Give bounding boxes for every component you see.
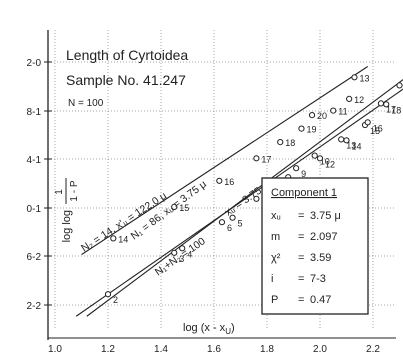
data-point — [229, 214, 236, 221]
data-point — [216, 177, 223, 184]
data-point-label: 16 — [224, 177, 234, 187]
data-point — [338, 136, 345, 143]
sample-size-label: N = 100 — [68, 98, 104, 109]
data-point — [218, 219, 226, 226]
data-point — [298, 125, 305, 132]
data-point — [293, 165, 300, 172]
data-point-label: 2 — [113, 295, 118, 305]
grid-lines — [48, 30, 396, 328]
y-tick-label: 8-1 — [27, 107, 42, 118]
data-point-label: 17 — [261, 154, 271, 164]
component-box-value: 7-3 — [310, 273, 326, 285]
data-point — [171, 249, 178, 256]
data-point-label: 11 — [338, 107, 347, 117]
data-point-label: 9 — [301, 169, 306, 179]
y-tick-label: 2-0 — [27, 58, 42, 69]
x-tick-label: 1.4 — [154, 344, 168, 355]
data-point-label: 4 — [187, 249, 192, 259]
x-tick-label: 1.6 — [207, 344, 221, 355]
component-box-key: xᵤ — [271, 210, 281, 222]
data-point — [364, 119, 371, 126]
series-fit-line — [81, 66, 369, 256]
x-tick-label: 1.2 — [101, 344, 115, 355]
data-point-label: 17 — [386, 104, 396, 114]
data-point-label: 15 — [370, 126, 380, 136]
data-point-label: 19 — [306, 125, 316, 135]
data-point-label: 10 — [320, 157, 330, 167]
component-box-lines: xᵤ = 3.75 μ m = 2.097 χ² = 3.59 i = 7-3 P = 0.47 — [271, 210, 341, 306]
data-point-label: 20 — [317, 111, 327, 121]
component-box-value: 3.75 μ — [310, 210, 341, 222]
y-axis-label-main: log log — [61, 210, 73, 242]
data-point-label: 6 — [227, 223, 232, 233]
data-point — [351, 74, 358, 81]
y-tick-label: 4-1 — [27, 155, 42, 166]
data-point — [110, 235, 117, 242]
component-box-equals: = — [298, 252, 304, 264]
data-point — [104, 291, 112, 298]
data-point-label: 13 — [346, 140, 356, 150]
data-point — [377, 100, 385, 107]
y-axis-label-denominator: 1 - P — [69, 180, 80, 201]
data-point-label: 5 — [238, 219, 243, 229]
data-point-label: 18 — [285, 138, 295, 148]
data-point-label: 14 — [352, 141, 362, 151]
data-point — [346, 95, 353, 103]
data-point — [311, 152, 318, 159]
data-point-label: 12 — [354, 95, 364, 105]
y-axis-label-numerator: 1 — [54, 189, 65, 195]
x-axis-label: log (x - xU) — [183, 322, 235, 336]
y-tick-label: 6-2 — [27, 252, 42, 263]
component-box-value: 3.59 — [310, 252, 331, 264]
component-box-key: m — [271, 231, 280, 243]
component-box-key: i — [271, 273, 273, 285]
component-box-key: χ² — [271, 252, 281, 264]
x-tick-label: 1.8 — [260, 344, 274, 355]
x-tick-label: 1.0 — [48, 344, 62, 355]
component-box-equals: = — [298, 273, 304, 285]
x-tick-label: 2.2 — [366, 344, 380, 355]
component-box-value: 2.097 — [310, 231, 338, 243]
data-point — [396, 82, 403, 89]
component-box: Component 1 xᵤ = 3.75 μ m = 2.097 χ² = 3.59 i = 7-3… — [261, 177, 369, 315]
component-box-equals: = — [298, 231, 304, 243]
data-point-label: 3 — [179, 254, 184, 264]
data-point — [253, 195, 260, 202]
data-point — [383, 101, 390, 108]
data-point — [277, 139, 284, 146]
y-tick-label: 0-1 — [27, 204, 42, 215]
data-point — [330, 107, 337, 114]
data-point-label: 13 — [359, 73, 369, 83]
data-point — [308, 112, 316, 119]
component-box-frame — [261, 177, 369, 315]
data-point-label: 14 — [118, 234, 128, 244]
component-box-equals: = — [298, 294, 304, 306]
axes: 1.0 1.2 1.4 1.6 1.8 2.0 2.2 2-0 8-1 4-1 0-1 6-2 2-2 — [27, 30, 396, 355]
data-point — [179, 245, 186, 252]
data-point-label: 16 — [373, 123, 383, 133]
data-point-label: 18 — [391, 105, 401, 115]
y-tick-label: 2-2 — [27, 301, 42, 312]
x-tick-label: 2.0 — [313, 344, 327, 355]
series-fit-line — [86, 79, 403, 317]
component-box-value: 0.47 — [310, 294, 331, 306]
chart-title: Length of Cyrtoidea — [66, 47, 188, 63]
component-box-equals: = — [298, 210, 304, 222]
series-fit-line — [75, 88, 403, 317]
data-point — [316, 155, 324, 162]
component-box-title: Component 1 — [271, 187, 337, 199]
chart-subtitle: Sample No. 41.247 — [66, 72, 186, 88]
data-point — [253, 155, 260, 162]
data-point — [343, 137, 350, 144]
component-box-key: P — [271, 294, 278, 306]
data-point — [171, 203, 178, 210]
data-point-label: 12 — [325, 159, 335, 169]
data-point-label: 15 — [179, 203, 189, 213]
y-axis-label: log log 1 1 - P — [54, 178, 80, 242]
